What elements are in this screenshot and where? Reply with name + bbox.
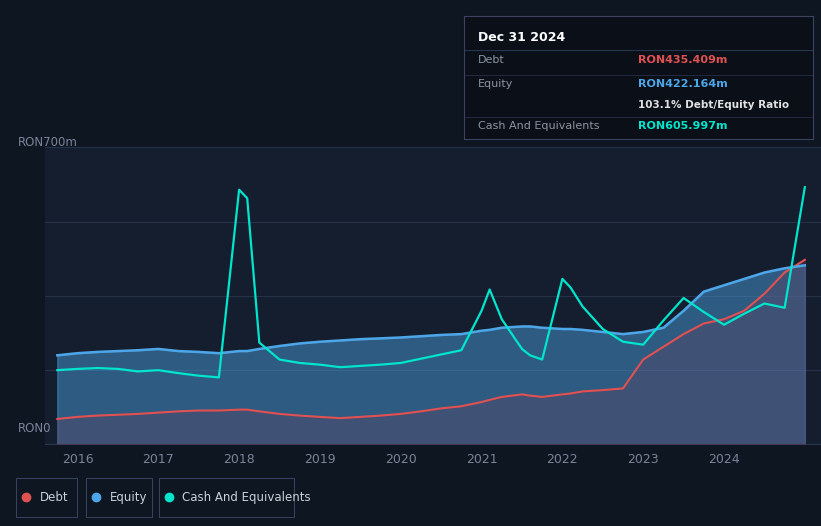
Text: Equity: Equity — [478, 79, 513, 89]
Text: Debt: Debt — [478, 55, 505, 65]
Text: Cash And Equivalents: Cash And Equivalents — [478, 121, 599, 131]
Text: RON0: RON0 — [18, 422, 52, 435]
Text: RON422.164m: RON422.164m — [639, 79, 728, 89]
Text: Dec 31 2024: Dec 31 2024 — [478, 31, 565, 44]
Text: 103.1% Debt/Equity Ratio: 103.1% Debt/Equity Ratio — [639, 100, 790, 110]
Text: RON605.997m: RON605.997m — [639, 121, 728, 131]
Text: Equity: Equity — [110, 491, 148, 503]
Text: RON700m: RON700m — [18, 136, 78, 148]
FancyBboxPatch shape — [86, 478, 152, 517]
FancyBboxPatch shape — [158, 478, 294, 517]
FancyBboxPatch shape — [16, 478, 77, 517]
Text: Debt: Debt — [40, 491, 68, 503]
Text: Cash And Equivalents: Cash And Equivalents — [182, 491, 311, 503]
Text: RON435.409m: RON435.409m — [639, 55, 727, 65]
